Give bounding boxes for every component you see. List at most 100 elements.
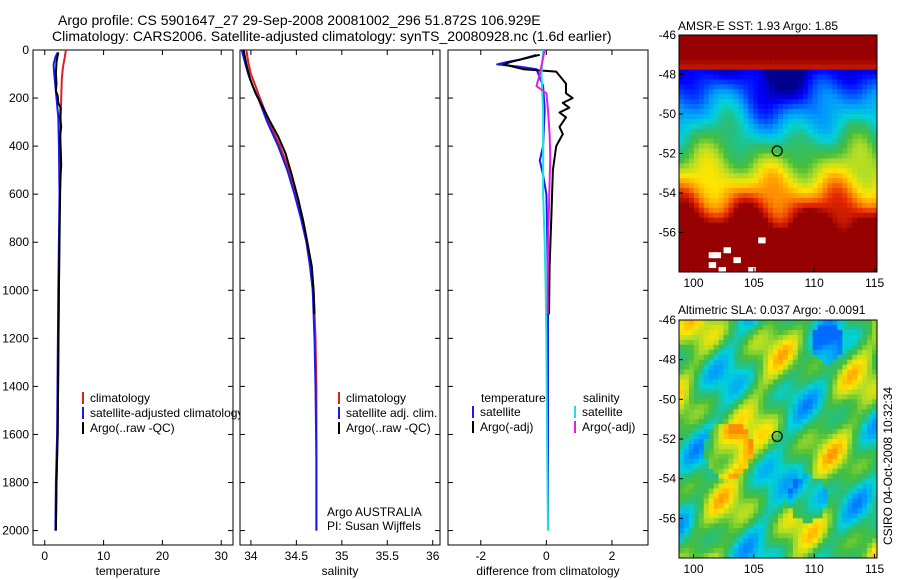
map-cell [693,173,700,179]
map-cell [847,197,853,204]
map-cell [807,473,813,479]
map-cell [852,384,858,390]
map-cell [703,329,709,336]
map-cell [862,488,868,494]
map-cell [832,158,838,164]
map-cell [802,513,808,519]
map-cell [679,538,685,544]
map-cell [738,548,744,554]
map-cell [753,493,759,499]
map-cell [852,503,858,509]
map-cell [728,329,734,336]
map-cell [733,227,739,233]
map-cell [703,538,709,544]
map-cell [753,374,759,380]
map-cell [708,518,714,524]
map-cell [778,84,784,90]
map-cell [837,94,843,100]
map-cell [822,188,828,194]
map-cell [688,257,695,263]
map-cell [713,553,719,559]
map-cell [718,324,724,331]
series-line-cyan [540,50,549,531]
map-cell [703,339,709,346]
map-cell [768,168,774,174]
map-cell [787,168,794,174]
map-cell [708,409,714,415]
map-cell [837,109,843,115]
map-cell [758,528,764,534]
map-cell [698,44,705,51]
map-cell [812,538,818,544]
map-cell [763,483,769,489]
map-cell [807,369,813,375]
map-cell [787,513,794,519]
map-cell [743,267,749,273]
map-cell [743,538,749,544]
map-cell [703,453,709,460]
map-cell [773,478,779,484]
map-cell [842,483,848,489]
map-cell [743,188,749,194]
map-cell [797,463,804,470]
map-cell [837,163,843,169]
map-cell [703,508,709,514]
map-cell [728,364,734,370]
legend-swatch-blue [472,406,474,418]
map-cell [778,349,784,356]
map-cell [703,262,709,268]
map-cell [852,508,858,514]
map-cell [723,202,729,209]
map-cell [723,394,729,400]
map-cell [872,448,878,455]
map-cell [867,232,873,238]
map-cell [748,448,754,455]
map-cell [738,202,744,209]
map-cell [713,463,719,470]
map-cell [758,384,764,390]
legend-swatch-black [472,421,474,433]
map-cell [827,242,833,248]
map-cell [733,148,739,154]
map-cell [733,528,739,534]
map-cell [679,252,685,258]
map-cell [778,153,784,159]
map-cell [758,104,764,110]
map-cell [743,339,749,346]
map-cell [733,349,739,356]
map-cell [713,207,719,214]
map-cell [837,483,843,489]
legend-label: climatology [90,391,150,405]
map-cell [867,334,873,341]
map-cell [792,158,799,164]
map-cell [787,69,794,75]
map-cell [763,257,769,263]
map-cell [782,188,789,194]
map-cell [787,54,794,60]
map-cell [708,324,714,331]
map-cell [822,379,828,385]
map-cell [852,163,858,169]
map-cell [817,523,823,529]
map-cell [713,448,719,455]
map-cell [857,138,863,144]
map-cell [758,354,764,360]
map-cell [738,483,744,489]
map-cell [787,252,794,258]
map-cell [807,543,813,549]
map-cell [728,320,734,326]
map-cell [778,394,784,400]
map-cell [728,193,734,199]
map-cell [763,399,769,405]
map-cell [708,379,714,385]
map-cell [827,168,833,174]
map-cell [768,329,774,336]
map-cell [832,207,838,214]
map-cell [862,543,868,549]
map-cell [782,394,789,400]
map-cell [782,493,789,499]
map-cell [797,434,804,440]
map-cell [738,498,744,504]
map-cell [807,493,813,499]
map-cell [817,59,823,65]
